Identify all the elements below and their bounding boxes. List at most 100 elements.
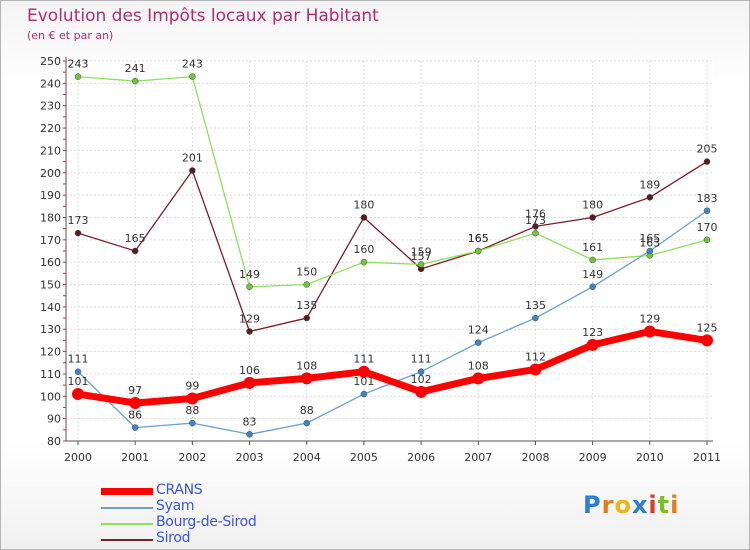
- data-label-crans: 97: [128, 384, 142, 397]
- data-point-crans: [415, 385, 428, 398]
- data-label-bourg-de-sirod: 163: [639, 236, 660, 249]
- x-tick-label: 2010: [636, 451, 664, 464]
- data-point-bourg-de-sirod: [360, 258, 368, 266]
- data-label-bourg-de-sirod: 165: [468, 232, 489, 245]
- data-point-bourg-de-sirod: [417, 261, 425, 268]
- data-label-sirod: 176: [525, 207, 546, 220]
- y-tick-label: 200: [40, 167, 61, 180]
- data-label-bourg-de-sirod: 150: [296, 266, 317, 279]
- data-label-crans: 101: [68, 375, 89, 388]
- logo-letter: r: [601, 491, 615, 519]
- legend-label: Bourg-de-Sirod: [156, 514, 257, 530]
- data-label-crans: 111: [353, 353, 374, 366]
- data-point-sirod: [189, 167, 196, 174]
- legend-swatch: [101, 539, 153, 541]
- legend-label: Syam: [156, 498, 195, 514]
- data-point-syam: [360, 390, 368, 398]
- x-tick-label: 2002: [178, 451, 206, 464]
- data-point-crans: [643, 325, 656, 338]
- data-point-syam: [74, 368, 82, 375]
- x-tick-label: 2007: [464, 451, 492, 464]
- data-label-crans: 123: [582, 326, 603, 339]
- data-label-sirod: 135: [296, 299, 317, 312]
- logo-letter: i: [648, 491, 658, 519]
- data-point-bourg-de-sirod: [131, 77, 139, 85]
- data-point-syam: [246, 431, 253, 438]
- x-tick-label: 2009: [579, 451, 607, 464]
- data-point-crans: [357, 365, 370, 378]
- data-point-syam: [131, 424, 139, 431]
- data-point-syam: [646, 247, 654, 255]
- data-label-crans: 106: [239, 364, 260, 377]
- logo-letter: t: [657, 491, 671, 519]
- x-tick-label: 2004: [293, 451, 321, 464]
- data-label-sirod: 180: [353, 198, 374, 211]
- data-label-sirod: 189: [639, 178, 660, 191]
- y-tick-label: 180: [40, 211, 61, 224]
- x-tick-label: 2006: [407, 451, 435, 464]
- data-point-bourg-de-sirod: [74, 73, 82, 80]
- x-tick-label: 2008: [521, 451, 549, 464]
- logo-letter: i: [670, 491, 680, 519]
- y-tick-label: 220: [40, 122, 61, 135]
- proxiti-logo: Proxiti: [583, 491, 679, 519]
- data-label-sirod: 180: [582, 198, 603, 211]
- data-point-syam: [303, 419, 310, 427]
- data-label-crans: 108: [468, 359, 489, 372]
- data-label-sirod: 165: [125, 232, 146, 245]
- y-tick-label: 120: [40, 346, 61, 359]
- data-label-bourg-de-sirod: 159: [411, 245, 432, 258]
- data-point-bourg-de-sirod: [189, 73, 196, 80]
- data-point-syam: [589, 283, 596, 291]
- y-tick-label: 150: [40, 279, 61, 292]
- data-point-sirod: [703, 158, 711, 165]
- y-tick-label: 130: [40, 323, 61, 336]
- y-tick-label: 190: [40, 189, 61, 202]
- data-point-bourg-de-sirod: [246, 283, 253, 291]
- chart-subtitle: (en € et par an): [27, 29, 114, 42]
- data-label-syam: 111: [411, 353, 432, 366]
- data-point-sirod: [131, 247, 139, 255]
- data-label-crans: 99: [185, 380, 199, 393]
- data-label-syam: 111: [68, 353, 89, 366]
- logo-letter: o: [614, 491, 632, 519]
- data-label-bourg-de-sirod: 170: [697, 221, 718, 234]
- data-label-bourg-de-sirod: 173: [525, 214, 546, 227]
- data-label-bourg-de-sirod: 241: [125, 62, 146, 75]
- data-label-syam: 88: [300, 404, 314, 417]
- series-line-crans: [77, 327, 708, 407]
- data-label-sirod: 157: [411, 250, 432, 263]
- data-label-bourg-de-sirod: 243: [182, 58, 203, 71]
- data-label-crans: 129: [639, 312, 660, 325]
- data-point-syam: [417, 368, 425, 375]
- y-tick-label: 100: [40, 390, 61, 403]
- y-tick-label: 170: [40, 234, 61, 247]
- data-label-bourg-de-sirod: 149: [239, 268, 260, 281]
- chart-title: Evolution des Impôts locaux par Habitant: [27, 6, 379, 26]
- data-label-syam: 88: [185, 404, 199, 417]
- logo-letter: P: [583, 491, 602, 519]
- legend-label: CRANS: [156, 482, 203, 498]
- y-tick-label: 240: [40, 77, 61, 90]
- data-point-bourg-de-sirod: [703, 236, 711, 244]
- data-point-bourg-de-sirod: [475, 247, 482, 255]
- y-tick-label: 160: [40, 256, 61, 269]
- data-label-sirod: 173: [68, 214, 89, 227]
- data-point-crans: [529, 363, 542, 376]
- data-point-sirod: [74, 229, 82, 237]
- x-tick-label: 2011: [693, 451, 721, 464]
- data-point-crans: [701, 334, 713, 347]
- y-tick-label: 140: [40, 301, 61, 314]
- data-point-sirod: [303, 314, 310, 322]
- data-point-crans: [72, 388, 84, 401]
- data-label-bourg-de-sirod: 243: [68, 58, 89, 71]
- y-tick-label: 90: [47, 413, 61, 426]
- data-point-syam: [532, 314, 539, 322]
- data-label-syam: 86: [128, 409, 142, 422]
- line-chart: 8090100110120130140150160170180190200210…: [40, 55, 721, 464]
- data-label-sirod: 165: [468, 232, 489, 245]
- logo-letter: x: [631, 491, 649, 519]
- y-tick-label: 110: [40, 368, 61, 381]
- y-tick-label: 250: [40, 55, 61, 68]
